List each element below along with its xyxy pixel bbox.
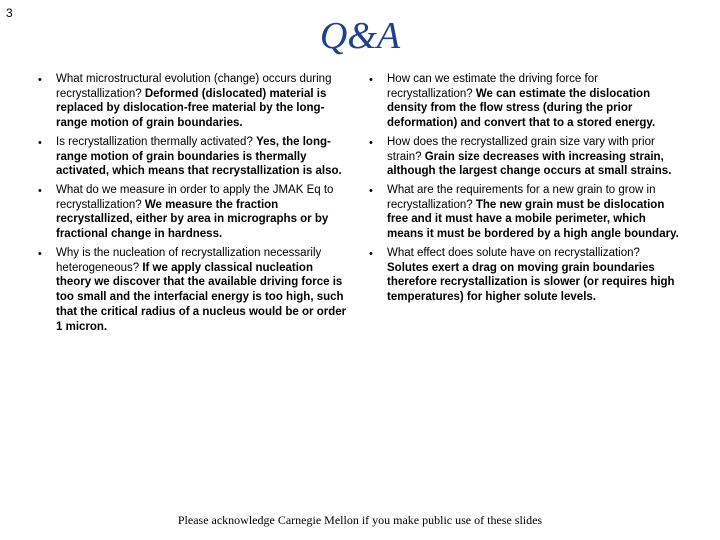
slide-title: Q&A [24, 14, 696, 58]
item-text: Why is the nucleation of recrystallizati… [56, 246, 351, 334]
question-text: What effect does solute have on recrysta… [387, 247, 640, 259]
bullet-icon: • [38, 246, 56, 261]
bullet-icon: • [369, 135, 387, 150]
item-text: What are the requirements for a new grai… [387, 183, 682, 242]
list-item: • Is recrystallization thermally activat… [38, 135, 351, 179]
right-column: • How can we estimate the driving force … [369, 72, 682, 338]
list-item: • What microstructural evolution (change… [38, 72, 351, 131]
item-text: How does the recrystallized grain size v… [387, 135, 682, 179]
item-text: What microstructural evolution (change) … [56, 72, 351, 131]
bullet-icon: • [38, 135, 56, 150]
right-list: • How can we estimate the driving force … [369, 72, 682, 305]
answer-text: Solutes exert a drag on moving grain bou… [387, 262, 675, 303]
answer-text: Grain size decreases with increasing str… [387, 151, 671, 178]
list-item: • How does the recrystallized grain size… [369, 135, 682, 179]
left-list: • What microstructural evolution (change… [38, 72, 351, 334]
item-text: Is recrystallization thermally activated… [56, 135, 351, 179]
item-text: How can we estimate the driving force fo… [387, 72, 682, 131]
bullet-icon: • [369, 183, 387, 198]
list-item: • Why is the nucleation of recrystalliza… [38, 246, 351, 334]
page-number: 3 [6, 6, 13, 20]
question-text: Is recrystallization thermally activated… [56, 136, 256, 148]
left-column: • What microstructural evolution (change… [38, 72, 351, 338]
list-item: • How can we estimate the driving force … [369, 72, 682, 131]
bullet-icon: • [369, 246, 387, 261]
item-text: What do we measure in order to apply the… [56, 183, 351, 242]
bullet-icon: • [38, 72, 56, 87]
bullet-icon: • [369, 72, 387, 87]
list-item: • What effect does solute have on recrys… [369, 246, 682, 305]
bullet-icon: • [38, 183, 56, 198]
item-text: What effect does solute have on recrysta… [387, 246, 682, 305]
slide: 3 Q&A • What microstructural evolution (… [0, 0, 720, 540]
list-item: • What do we measure in order to apply t… [38, 183, 351, 242]
list-item: • What are the requirements for a new gr… [369, 183, 682, 242]
footer-text: Please acknowledge Carnegie Mellon if yo… [0, 513, 720, 528]
content-columns: • What microstructural evolution (change… [24, 72, 696, 338]
